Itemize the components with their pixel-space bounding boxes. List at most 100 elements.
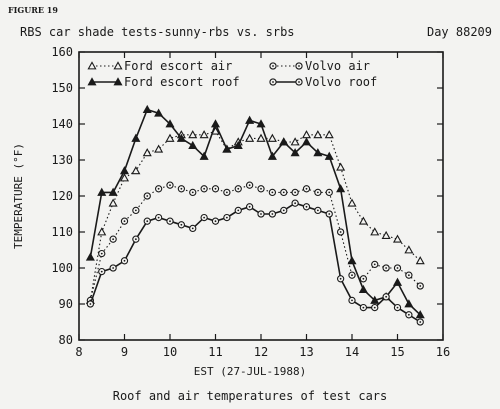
data-point: [154, 213, 163, 222]
series-line: [89, 202, 421, 323]
data-point: [302, 185, 311, 193]
data-point: [98, 249, 106, 258]
legend-item: Volvo roof: [269, 75, 377, 89]
data-point: [189, 188, 197, 197]
data-point: [336, 275, 345, 283]
y-tick-label: 150: [51, 81, 73, 95]
legend-item: Volvo air: [269, 59, 370, 73]
data-point: [200, 213, 208, 222]
data-point: [268, 210, 277, 218]
series-line: [89, 184, 421, 301]
x-tick-label: 8: [75, 345, 82, 359]
data-point: [371, 303, 379, 312]
data-point: [120, 257, 129, 265]
data-point: [392, 277, 403, 286]
data-point: [381, 230, 391, 240]
legend-marker: [269, 78, 277, 86]
data-point: [165, 133, 175, 142]
data-point: [416, 318, 424, 326]
data-point: [257, 210, 265, 218]
data-point: [177, 221, 186, 229]
data-point: [188, 130, 198, 139]
data-point: [234, 185, 242, 193]
data-point: [336, 228, 345, 236]
y-tick-label: 90: [59, 297, 73, 311]
data-point: [415, 310, 425, 319]
data-point: [234, 206, 242, 215]
data-point: [358, 216, 368, 225]
data-point: [279, 137, 289, 146]
series-3: [86, 199, 424, 326]
axis-ticks: 8 9 10 11 12 13 14 15 16 80 90 100 110 120 130 140 150 16…: [51, 45, 450, 359]
data-point: [199, 151, 209, 160]
data-point: [359, 275, 368, 283]
data-point: [280, 206, 288, 215]
legend-item: Ford escort roof: [87, 75, 240, 89]
data-point: [166, 217, 174, 225]
data-point: [324, 130, 334, 139]
data-point: [132, 206, 140, 215]
legend-marker: [113, 77, 123, 86]
data-point: [154, 185, 163, 193]
data-point: [120, 217, 129, 225]
data-point: [336, 162, 346, 171]
data-point: [382, 264, 390, 272]
data-point: [154, 108, 164, 117]
data-point: [86, 300, 95, 308]
data-point: [314, 206, 322, 215]
data-point: [98, 267, 106, 276]
data-point: [109, 235, 117, 243]
data-point: [290, 148, 300, 157]
data-point: [404, 245, 414, 254]
legend-item: Ford escort air: [87, 59, 232, 73]
y-tick-label: 120: [51, 189, 73, 203]
data-point: [405, 271, 413, 279]
data-point: [415, 256, 425, 265]
data-point: [267, 151, 277, 160]
data-point: [370, 295, 380, 304]
data-point: [291, 188, 299, 197]
data-point: [165, 119, 175, 128]
data-point: [325, 188, 333, 197]
legend-label: Ford escort air: [124, 59, 232, 73]
data-point: [245, 181, 254, 189]
data-point: [291, 199, 299, 207]
y-tick-label: 160: [51, 45, 73, 59]
data-point: [108, 198, 118, 207]
data-point: [416, 282, 424, 290]
y-tick-label: 110: [51, 225, 73, 239]
x-tick-label: 12: [254, 345, 268, 359]
data-point: [176, 133, 186, 142]
data-point: [371, 260, 379, 269]
data-point: [97, 227, 107, 236]
x-tick-label: 11: [208, 345, 222, 359]
data-point: [404, 299, 414, 308]
data-point: [302, 203, 311, 211]
x-tick-label: 15: [390, 345, 404, 359]
data-point: [393, 303, 402, 312]
data-point: [245, 115, 255, 124]
data-point: [313, 148, 323, 157]
data-point: [348, 271, 356, 279]
series-layer: [85, 104, 425, 326]
data-point: [370, 227, 380, 236]
data-point: [405, 311, 413, 319]
data-point: [267, 133, 277, 142]
data-point: [200, 185, 208, 193]
data-point: [108, 187, 118, 196]
data-point: [245, 203, 254, 211]
y-tick-label: 130: [51, 153, 73, 167]
data-point: [142, 148, 152, 157]
data-point: [280, 188, 288, 197]
data-point: [256, 133, 266, 142]
x-tick-label: 14: [345, 345, 359, 359]
series-line: [89, 130, 421, 301]
data-point: [222, 144, 232, 153]
data-point: [85, 252, 95, 261]
data-point: [245, 133, 255, 142]
data-point: [142, 104, 152, 114]
data-point: [143, 192, 151, 200]
x-axis-label: EST (27-JUL-1988): [194, 365, 307, 378]
data-point: [97, 187, 107, 196]
